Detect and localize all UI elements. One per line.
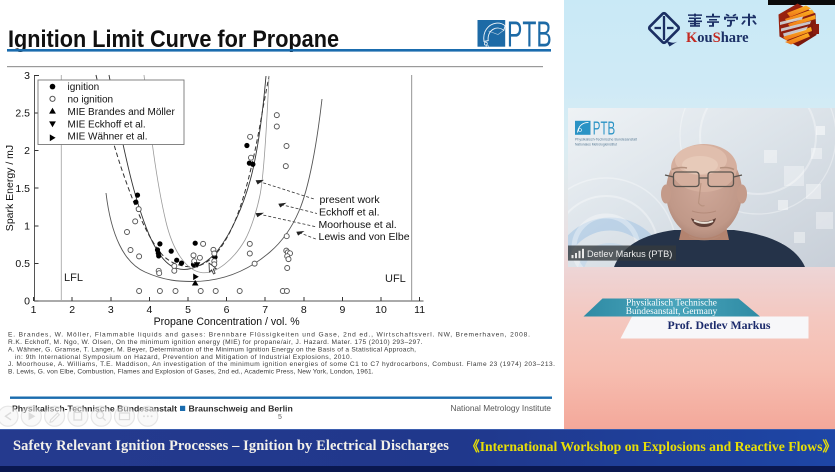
svg-text:Physikalisch-Technische Bundes: Physikalisch-Technische Bundesanstalt: [575, 136, 638, 141]
svg-text:Prof. Detlev Markus: Prof. Detlev Markus: [668, 318, 771, 332]
svg-text:R.K. Eckhoff, M. Ngo, W. Olsen: R.K. Eckhoff, M. Ngo, W. Olsen, On the m…: [8, 339, 423, 346]
svg-text:MIE Wähner et al.: MIE Wähner et al.: [68, 132, 148, 143]
svg-text:0: 0: [24, 296, 30, 308]
svg-text:LFL: LFL: [64, 272, 83, 284]
svg-text:MIE Brandes and Möller: MIE Brandes and Möller: [68, 107, 176, 118]
svg-text:Braunschweig and Berlin: Braunschweig and Berlin: [189, 404, 293, 414]
svg-text:B. Lewis, G. von Elbe, Combust: B. Lewis, G. von Elbe, Combustion, Flame…: [8, 369, 374, 376]
svg-text:Eckhoff et al.: Eckhoff et al.: [319, 207, 380, 219]
svg-text:present work: present work: [320, 194, 381, 206]
svg-text:2: 2: [69, 304, 75, 316]
svg-text:E. Brandes, W. Möller, Flammab: E. Brandes, W. Möller, Flammable liquids…: [8, 332, 530, 339]
svg-text:no ignition: no ignition: [68, 94, 114, 105]
svg-text:1: 1: [31, 304, 37, 316]
svg-text:in: 9th International Symposiu: in: 9th International Symposium on Hazar…: [15, 354, 352, 361]
svg-text:PTB: PTB: [593, 119, 615, 139]
svg-text:A. Wähner, G. Gramse, T. Lange: A. Wähner, G. Gramse, T. Langer, M. Beye…: [8, 347, 416, 354]
svg-text:2.5: 2.5: [15, 108, 30, 120]
svg-text:8: 8: [301, 304, 307, 316]
svg-text:Propane Concentration / vol. %: Propane Concentration / vol. %: [154, 316, 300, 328]
svg-text:J. Moorhouse, A. Williams, T.E: J. Moorhouse, A. Williams, T.E. Maddison…: [8, 361, 555, 368]
svg-text:1.5: 1.5: [15, 183, 30, 195]
svg-text:Lewis and von Elbe: Lewis and von Elbe: [319, 231, 410, 243]
svg-text:Nationales Metrologieinstitut: Nationales Metrologieinstitut: [575, 142, 618, 147]
svg-text:Physikalisch Technische: Physikalisch Technische: [626, 299, 717, 309]
svg-text:5: 5: [185, 304, 191, 316]
svg-text:Moorhouse et al.: Moorhouse et al.: [319, 219, 397, 231]
svg-text:PTB: PTB: [507, 14, 552, 55]
svg-text:KouShare: KouShare: [686, 30, 749, 46]
svg-text:Spark Energy / mJ: Spark Energy / mJ: [4, 145, 16, 231]
svg-text:Ignition Limit Curve for Propa: Ignition Limit Curve for Propane: [8, 26, 339, 53]
svg-text:Bundesanstalt, Germany: Bundesanstalt, Germany: [626, 307, 718, 317]
svg-text:4: 4: [146, 304, 152, 316]
svg-text:3: 3: [24, 70, 30, 82]
svg-text:MIE Eckhoff et al.: MIE Eckhoff et al.: [68, 119, 146, 130]
svg-text:0.5: 0.5: [15, 258, 30, 270]
svg-text:3: 3: [108, 304, 114, 316]
svg-text:National Metrology Institute: National Metrology Institute: [450, 403, 551, 413]
svg-text:2: 2: [24, 145, 30, 157]
svg-text:6: 6: [224, 304, 230, 316]
svg-text:UFL: UFL: [385, 273, 406, 285]
svg-text:10: 10: [375, 304, 387, 316]
svg-text:Detlev Markus (PTB): Detlev Markus (PTB): [587, 249, 672, 259]
svg-text:5: 5: [278, 414, 282, 421]
svg-text:1: 1: [24, 220, 30, 232]
svg-text:7: 7: [262, 304, 268, 316]
svg-text:9: 9: [339, 304, 345, 316]
svg-text:11: 11: [414, 304, 425, 316]
svg-text:ignition: ignition: [68, 82, 100, 93]
